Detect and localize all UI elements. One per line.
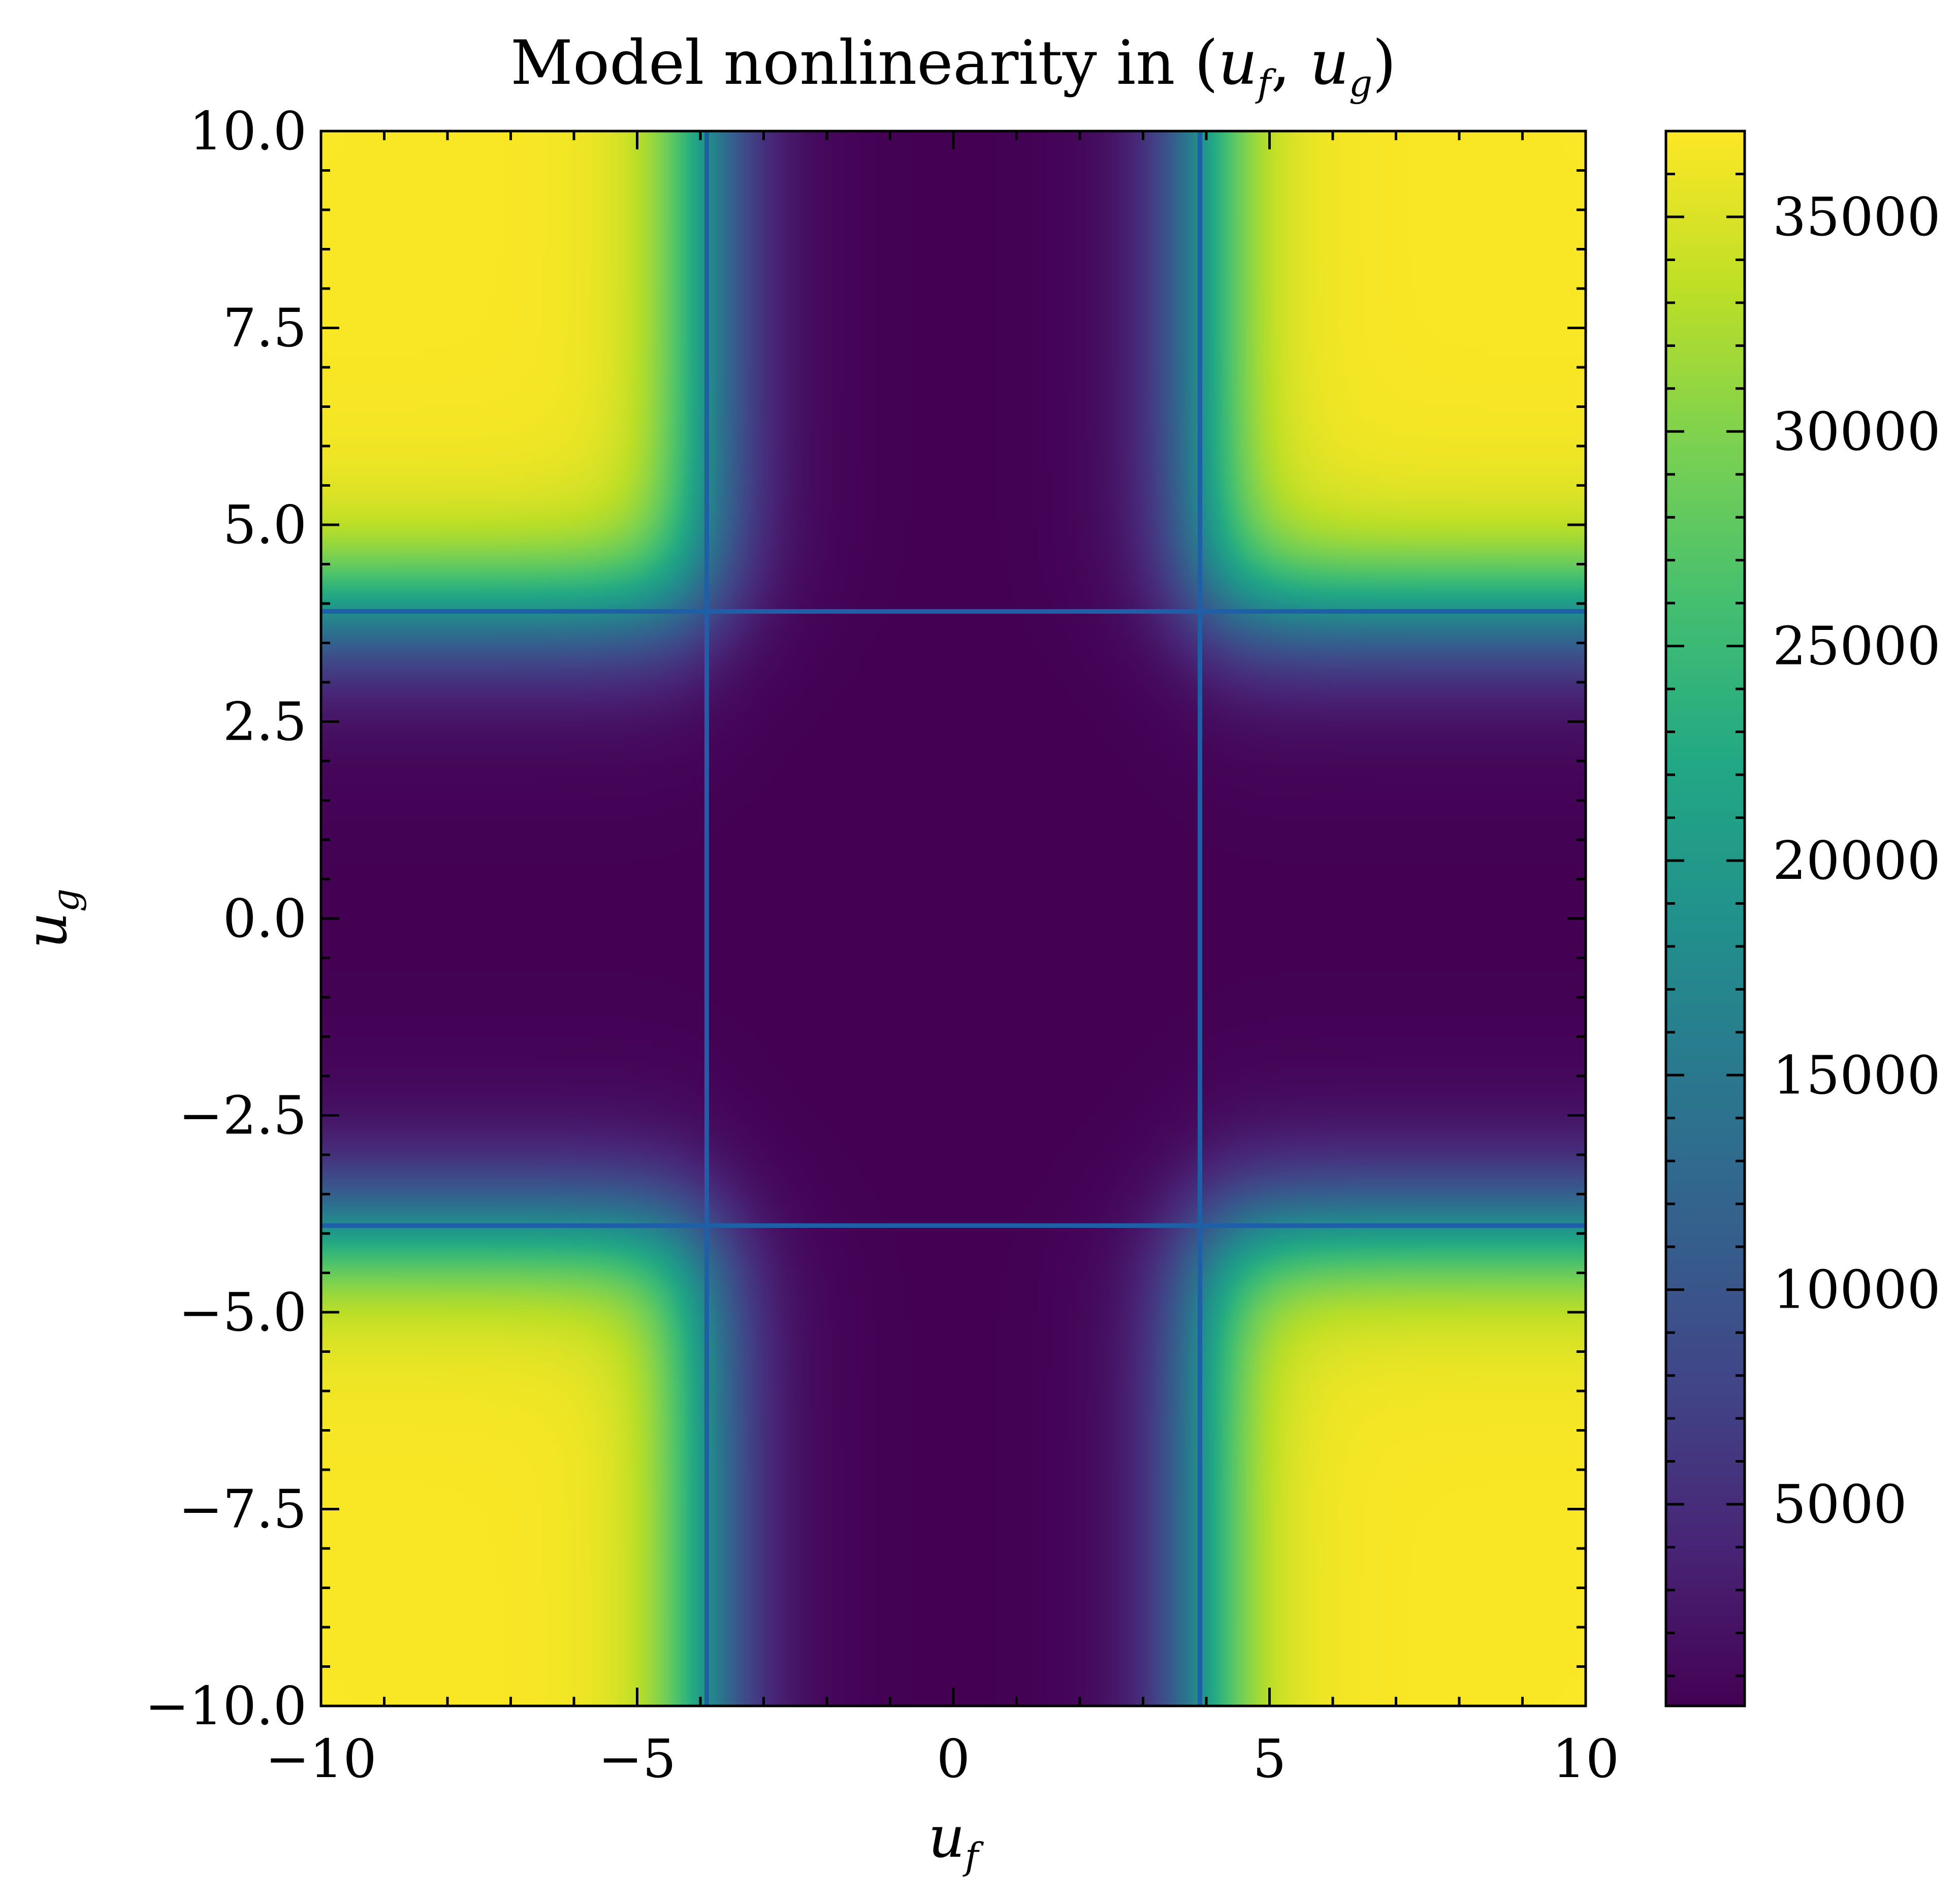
- x-tick-label: −5: [598, 1728, 676, 1790]
- colorbar-tick-label: 10000: [1773, 1259, 1941, 1321]
- heatmap: [321, 131, 1586, 1706]
- colorbar-tick-label: 20000: [1773, 830, 1941, 892]
- x-axis: −10 −5 0 5 10: [265, 131, 1619, 1790]
- y-tick-label: 10.0: [189, 100, 307, 162]
- colorbar-ticks: 5000 10000 15000 20000 25000 30000 35000: [1666, 130, 1941, 1677]
- y-tick-label: −10.0: [145, 1675, 307, 1737]
- x-tick-label: 10: [1552, 1728, 1619, 1790]
- colorbar-tick-label: 35000: [1773, 186, 1941, 248]
- colorbar-tick-label: 30000: [1773, 400, 1941, 462]
- y-tick-label: −7.5: [178, 1478, 307, 1540]
- y-tick-label: 5.0: [223, 494, 307, 556]
- colorbar-tick-label: 5000: [1773, 1473, 1907, 1535]
- y-tick-label: 0.0: [223, 888, 307, 949]
- colorbar-tick-label: 25000: [1773, 615, 1941, 677]
- boundary-lines: [321, 131, 1586, 1706]
- x-axis-label: uf: [928, 1804, 984, 1878]
- y-axis-label: ug: [14, 889, 87, 948]
- x-tick-label: 0: [937, 1728, 970, 1790]
- colorbar-tick-label: 15000: [1773, 1044, 1941, 1106]
- y-axis: −10.0 −7.5 −5.0 −2.5 0.0 2.5 5.0 7.5 10.0: [145, 100, 1586, 1737]
- colorbar: [1664, 130, 1746, 1707]
- heatmap-image: [321, 131, 1586, 1706]
- chart-title: Model nonlinearity in (uf, ug): [510, 28, 1396, 105]
- x-tick-label: −10: [265, 1728, 376, 1790]
- y-tick-label: −5.0: [178, 1281, 307, 1343]
- x-tick-label: 5: [1252, 1728, 1286, 1790]
- y-tick-label: 7.5: [223, 297, 307, 359]
- y-tick-label: 2.5: [223, 691, 307, 753]
- y-tick-label: −2.5: [178, 1085, 307, 1147]
